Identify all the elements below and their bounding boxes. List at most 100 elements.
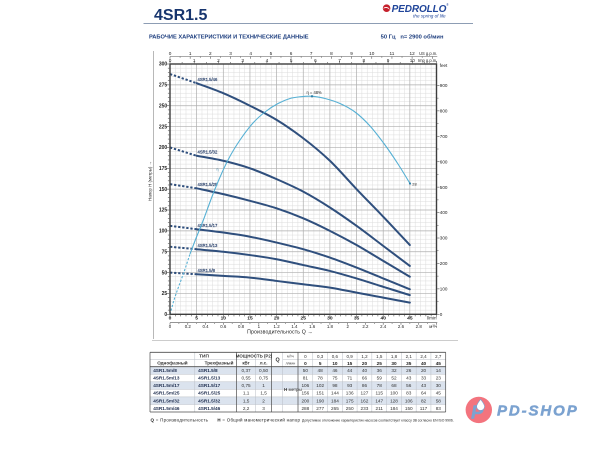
svg-text:10: 10: [221, 315, 227, 321]
svg-text:0,37: 0,37: [242, 368, 252, 373]
svg-text:58: 58: [436, 398, 442, 403]
svg-text:125: 125: [159, 208, 168, 214]
svg-text:1: 1: [193, 58, 196, 63]
svg-text:1,5: 1,5: [260, 391, 267, 396]
svg-text:81: 81: [303, 376, 309, 381]
svg-text:1,1: 1,1: [243, 391, 250, 396]
svg-text:4SR1.5m/13: 4SR1.5m/13: [153, 376, 180, 381]
svg-text:288: 288: [301, 406, 309, 411]
svg-text:45: 45: [407, 315, 413, 321]
svg-text:30: 30: [436, 383, 442, 388]
svg-text:86: 86: [362, 383, 368, 388]
svg-text:265: 265: [331, 406, 339, 411]
svg-text:10: 10: [369, 51, 375, 56]
svg-text:US g.p.m.: US g.p.m.: [419, 51, 437, 56]
svg-text:9: 9: [387, 58, 390, 63]
svg-text:4SR1.5/13: 4SR1.5/13: [198, 243, 218, 248]
svg-text:35: 35: [406, 361, 412, 366]
svg-text:93: 93: [347, 383, 353, 388]
svg-text:0.6: 0.6: [220, 324, 227, 329]
svg-text:7: 7: [310, 51, 313, 56]
svg-text:400: 400: [440, 210, 448, 215]
svg-text:кВт: кВт: [242, 361, 250, 366]
svg-text:2.8: 2.8: [416, 324, 423, 329]
svg-text:0: 0: [169, 324, 172, 329]
svg-text:200: 200: [301, 398, 309, 403]
svg-text:0: 0: [440, 312, 443, 317]
svg-text:33: 33: [421, 376, 427, 381]
svg-text:500: 500: [440, 185, 448, 190]
svg-text:68: 68: [391, 383, 397, 388]
svg-text:115: 115: [375, 391, 383, 396]
svg-text:50: 50: [162, 270, 168, 276]
svg-text:43: 43: [406, 376, 412, 381]
svg-text:1,5: 1,5: [243, 398, 250, 403]
svg-text:η: η: [217, 168, 219, 172]
svg-text:feet: feet: [440, 63, 448, 68]
svg-text:5: 5: [270, 51, 273, 56]
svg-text:83: 83: [436, 406, 442, 411]
svg-text:PD-SHOP: PD-SHOP: [497, 402, 579, 419]
svg-text:Напор H (метры) →: Напор H (метры) →: [148, 161, 153, 201]
svg-text:4SR1.5/32: 4SR1.5/32: [198, 398, 221, 403]
svg-text:0,75: 0,75: [242, 383, 252, 388]
svg-text:100: 100: [440, 286, 448, 291]
svg-text:0.4: 0.4: [202, 324, 209, 329]
svg-text:4SR1.5/25: 4SR1.5/25: [198, 391, 221, 396]
svg-text:Однофазный: Однофазный: [157, 360, 188, 366]
svg-text:190: 190: [316, 398, 324, 403]
svg-text:the spring of life: the spring of life: [413, 13, 446, 18]
svg-text:Допустимое отклонение характер: Допустимое отклонение характеристик насо…: [302, 418, 454, 422]
svg-text:23: 23: [436, 376, 442, 381]
svg-text:175: 175: [346, 398, 354, 403]
svg-text:м³/ч: м³/ч: [429, 324, 437, 329]
svg-text:11: 11: [390, 51, 395, 56]
svg-text:л/мин: л/мин: [285, 362, 295, 366]
svg-text:50: 50: [303, 368, 309, 373]
svg-text:9: 9: [350, 51, 353, 56]
svg-text:32: 32: [391, 368, 397, 373]
svg-text:0: 0: [169, 51, 172, 56]
svg-text:25: 25: [162, 291, 168, 297]
svg-text:Imp g.p.m.: Imp g.p.m.: [418, 58, 437, 63]
svg-text:4SR1.5/25: 4SR1.5/25: [198, 182, 218, 187]
svg-text:МОЩНОСТЬ (P2): МОЩНОСТЬ (P2): [236, 354, 273, 359]
svg-text:75: 75: [332, 376, 338, 381]
svg-text:4: 4: [266, 58, 269, 63]
svg-text:56: 56: [406, 383, 412, 388]
svg-text:Производительность Q →: Производительность Q →: [247, 329, 313, 335]
svg-text:147: 147: [375, 398, 383, 403]
svg-text:44: 44: [347, 368, 353, 373]
svg-text:2.4: 2.4: [380, 324, 387, 329]
svg-text:Q: Q: [275, 357, 279, 363]
svg-text:Н метры: Н метры: [284, 387, 302, 392]
svg-text:200: 200: [159, 145, 168, 151]
svg-text:128: 128: [390, 398, 398, 403]
svg-text:0.8: 0.8: [238, 324, 245, 329]
svg-text:40: 40: [362, 368, 368, 373]
svg-text:2,7: 2,7: [435, 354, 442, 359]
svg-text:0.2: 0.2: [185, 324, 192, 329]
svg-text:20: 20: [362, 361, 368, 366]
svg-text:26: 26: [406, 368, 412, 373]
svg-text:л.с.: л.с.: [260, 361, 268, 366]
svg-text:3: 3: [262, 406, 265, 411]
svg-text:0,9: 0,9: [347, 354, 354, 359]
svg-text:151: 151: [316, 391, 324, 396]
svg-text:900: 900: [440, 83, 448, 88]
svg-text:3: 3: [229, 51, 232, 56]
svg-text:4SR1.5/17: 4SR1.5/17: [198, 223, 218, 228]
svg-text:45: 45: [436, 361, 442, 366]
svg-text:250: 250: [346, 406, 354, 411]
svg-text:25: 25: [377, 361, 383, 366]
svg-text:2,2: 2,2: [243, 406, 250, 411]
svg-text:1.8: 1.8: [327, 324, 334, 329]
svg-text:40: 40: [421, 361, 427, 366]
svg-text:75: 75: [162, 249, 168, 255]
svg-text:м³/ч: м³/ч: [287, 354, 294, 358]
svg-text:0: 0: [304, 354, 307, 359]
svg-text:4SR1.5m/46: 4SR1.5m/46: [153, 406, 180, 411]
svg-text:10: 10: [332, 361, 338, 366]
svg-text:10: 10: [410, 58, 416, 63]
svg-text:Q = Производительность Н: Q = Производительность Н = Общий маномет…: [151, 416, 301, 422]
